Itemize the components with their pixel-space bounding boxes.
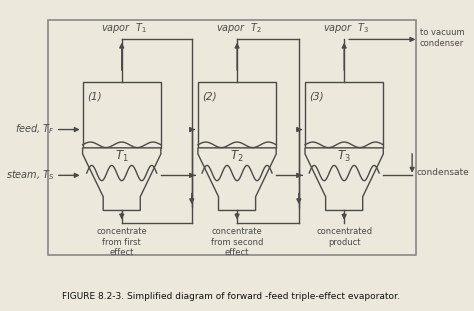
Text: steam, $T_S$: steam, $T_S$ (6, 169, 55, 182)
Polygon shape (305, 148, 383, 211)
FancyBboxPatch shape (47, 20, 416, 255)
Text: FIGURE 8.2-3. Simplified diagram of forward -feed triple-effect evaporator.: FIGURE 8.2-3. Simplified diagram of forw… (62, 292, 400, 301)
FancyBboxPatch shape (305, 82, 383, 148)
Text: concentrate
from second
effect: concentrate from second effect (211, 227, 263, 257)
FancyBboxPatch shape (82, 82, 161, 148)
Text: $T_3$: $T_3$ (337, 149, 351, 164)
Text: $T_1$: $T_1$ (115, 149, 128, 164)
Text: vapor  $T_1$: vapor $T_1$ (101, 21, 146, 35)
Text: to vacuum
condenser: to vacuum condenser (419, 28, 464, 48)
Text: feed, $T_F$: feed, $T_F$ (15, 123, 55, 137)
Text: (1): (1) (87, 91, 101, 101)
FancyBboxPatch shape (198, 82, 276, 148)
Text: (2): (2) (202, 91, 217, 101)
Text: condensate: condensate (416, 168, 469, 177)
Text: vapor  $T_2$: vapor $T_2$ (216, 21, 262, 35)
Text: concentrate
from first
effect: concentrate from first effect (96, 227, 147, 257)
Polygon shape (82, 148, 161, 211)
Text: vapor  $T_3$: vapor $T_3$ (323, 21, 369, 35)
Text: $T_2$: $T_2$ (230, 149, 244, 164)
Polygon shape (198, 148, 276, 211)
Text: (3): (3) (309, 91, 324, 101)
Text: concentrated
product: concentrated product (316, 227, 372, 247)
